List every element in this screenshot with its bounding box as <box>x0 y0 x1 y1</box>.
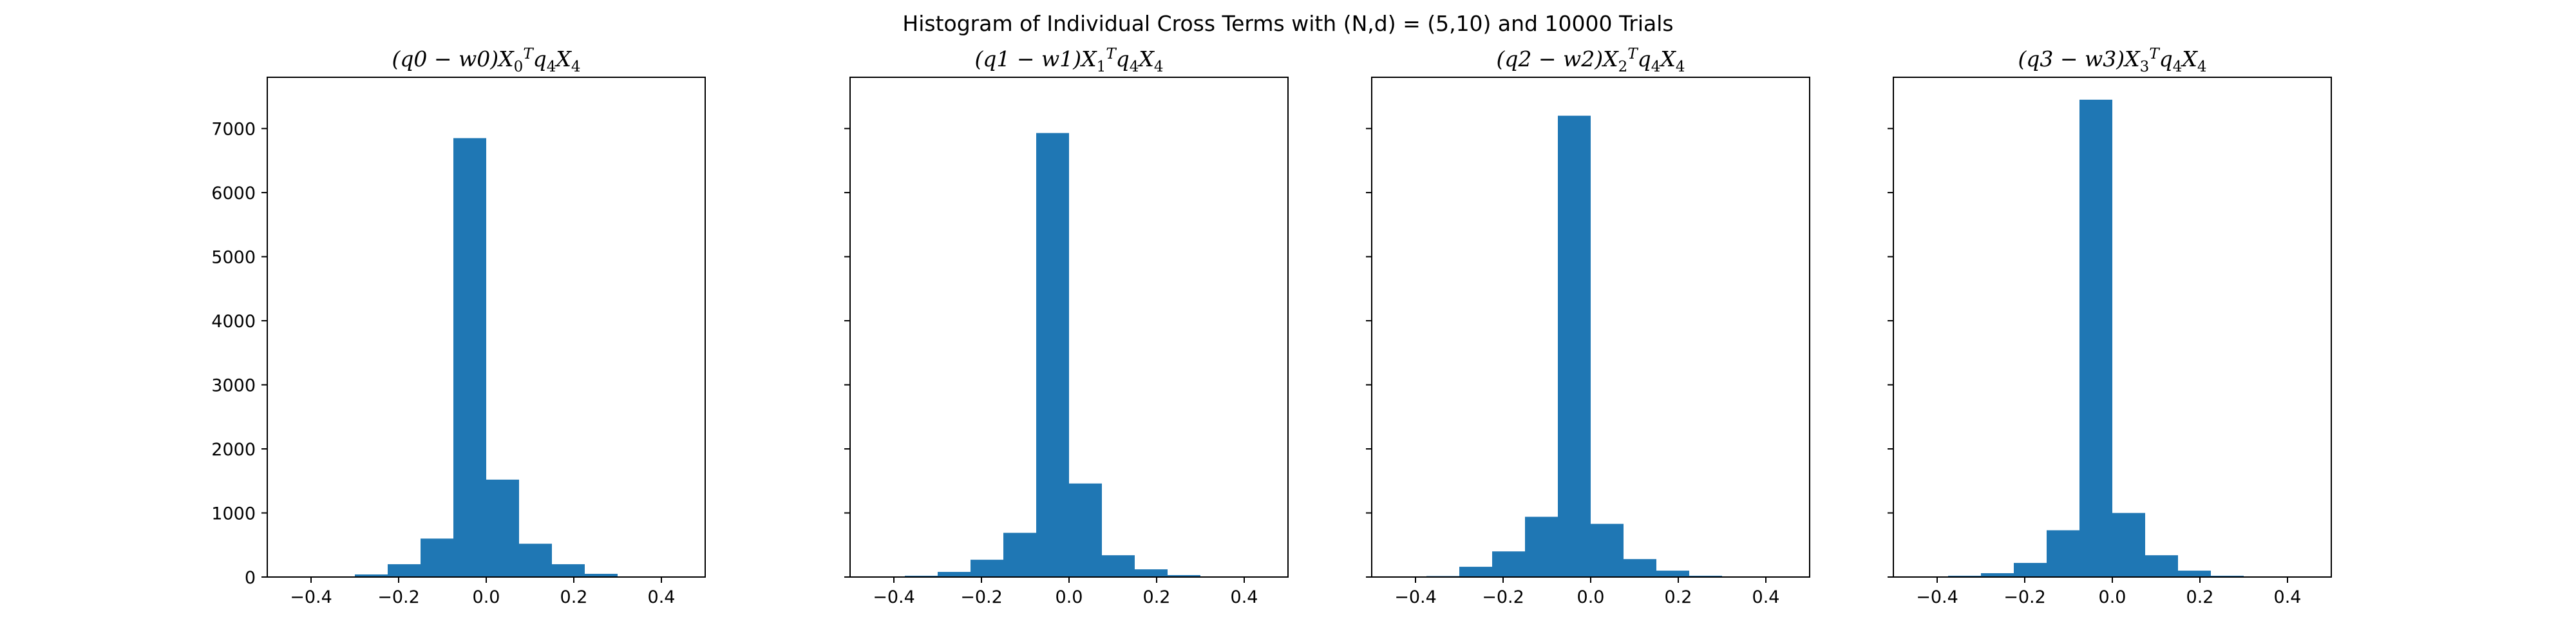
x-tick-label: −0.2 <box>960 587 1003 607</box>
histogram-bar <box>421 538 453 577</box>
histogram-bar <box>938 572 971 577</box>
x-tick-label: 0.2 <box>2186 587 2214 607</box>
x-tick-label: 0.0 <box>2099 587 2126 607</box>
histogram-bar <box>1656 571 1689 577</box>
histogram-bar <box>1492 551 1525 577</box>
x-tick-label: −0.4 <box>290 587 332 607</box>
x-tick-label: −0.2 <box>377 587 420 607</box>
x-tick-label: 0.0 <box>1056 587 1083 607</box>
x-tick-label: −0.4 <box>1916 587 1958 607</box>
subplot-title: (q2 − w2)X2Tq4X4 <box>1496 46 1685 75</box>
subplots-group: −0.4 −0.2 0.0 0.2 0.4 0 1000 2000 3000 4000 5000 60… <box>211 46 2332 607</box>
subplot-title: (q1 − w1)X1Tq4X4 <box>974 46 1163 75</box>
histogram-bar <box>1135 569 1168 577</box>
histogram-bar <box>1168 575 1200 577</box>
x-tick-label: 0.4 <box>1231 587 1258 607</box>
histogram-bar <box>2014 563 2047 577</box>
y-tick-label: 4000 <box>211 312 256 332</box>
subplot-1: −0.4 −0.2 0.0 0.2 0.4 (q1 − w1)X1Tq4X4 <box>844 46 1289 607</box>
histogram-bar <box>2145 555 2178 577</box>
x-tick-label: −0.2 <box>2003 587 2046 607</box>
x-tick-label: 0.4 <box>1752 587 1780 607</box>
subplot-title: (q3 − w3)X3Tq4X4 <box>2018 46 2206 75</box>
y-tick-label: 0 <box>245 568 256 588</box>
subplot-0: −0.4 −0.2 0.0 0.2 0.4 0 1000 2000 3000 4000 5000 60… <box>211 46 706 607</box>
y-tick-label: 2000 <box>211 440 256 460</box>
x-tick-label: 0.2 <box>1665 587 1692 607</box>
histogram-bar <box>552 564 585 577</box>
histogram-bar <box>2047 530 2079 577</box>
subplot-2: −0.4 −0.2 0.0 0.2 0.4 (q2 − w2)X2Tq4X4 <box>1366 46 1810 607</box>
histogram-bar <box>971 560 1003 577</box>
histogram-bar <box>388 564 421 577</box>
y-tick-label: 6000 <box>211 184 256 204</box>
histogram-bar <box>1069 483 1102 577</box>
x-tick-label: −0.4 <box>873 587 915 607</box>
y-tick-label: 1000 <box>211 504 256 524</box>
y-tick-label: 5000 <box>211 248 256 268</box>
x-tick-label: 0.0 <box>473 587 500 607</box>
x-tick-label: 0.4 <box>2274 587 2302 607</box>
histogram-bar <box>1525 516 1558 577</box>
histogram-bar <box>585 574 618 577</box>
histogram-bar <box>1036 133 1069 578</box>
x-tick-label: 0.2 <box>1143 587 1171 607</box>
subplot-3: −0.4 −0.2 0.0 0.2 0.4 (q3 − w3)X3Tq4X4 <box>1888 46 2332 607</box>
x-tick-label: 0.4 <box>648 587 676 607</box>
histogram-bar <box>1102 555 1135 577</box>
y-tick-label: 7000 <box>211 120 256 140</box>
x-tick-label: −0.2 <box>1482 587 1524 607</box>
histogram-bar <box>1459 567 1492 577</box>
histogram-bar <box>1624 559 1656 577</box>
x-tick-label: 0.2 <box>560 587 588 607</box>
figure-suptitle: Histogram of Individual Cross Terms with… <box>902 11 1673 36</box>
histogram-bar <box>355 574 388 577</box>
histogram-bar <box>519 544 552 577</box>
x-tick-label: −0.4 <box>1394 587 1437 607</box>
subplot-title: (q0 − w0)X0Tq4X4 <box>392 46 580 75</box>
y-tick-label: 3000 <box>211 376 256 396</box>
histogram-bar <box>486 479 519 577</box>
histogram-bar <box>1558 115 1591 577</box>
histogram-bar <box>2079 99 2112 578</box>
histogram-bar <box>2112 513 2145 577</box>
x-tick-label: 0.0 <box>1577 587 1605 607</box>
histogram-bar <box>453 138 486 577</box>
histogram-bar <box>1591 524 1624 577</box>
histogram-bar <box>2178 571 2211 577</box>
histogram-bar <box>1003 533 1036 577</box>
histogram-bar <box>1981 573 2014 577</box>
